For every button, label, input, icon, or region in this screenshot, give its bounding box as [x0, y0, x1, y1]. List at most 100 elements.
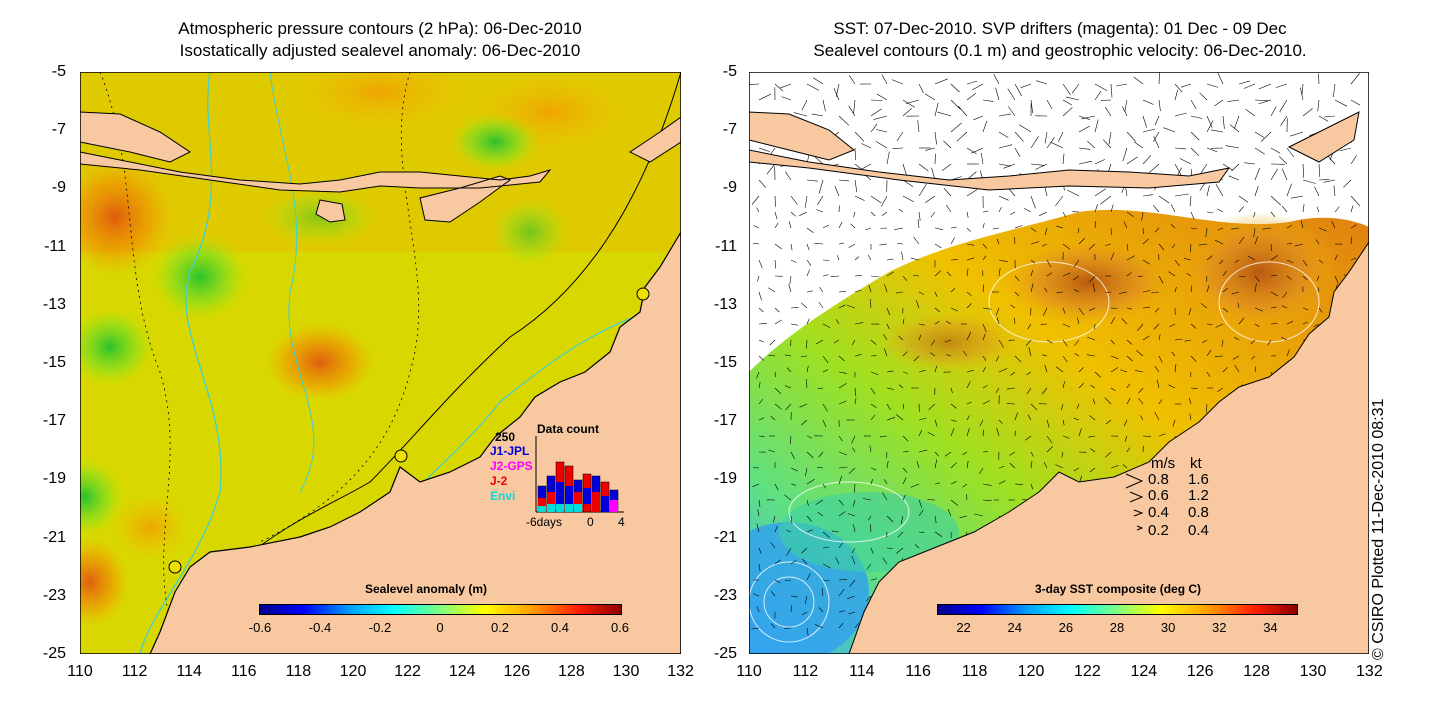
- velocity-vector: [1323, 179, 1336, 183]
- velocity-vector: [770, 590, 776, 597]
- velocity-vector: [930, 352, 936, 357]
- velocity-vector: [1254, 323, 1260, 327]
- velocity-vector: [902, 163, 908, 177]
- velocity-vector: [946, 204, 952, 213]
- velocity-vector: [806, 227, 814, 233]
- velocity-vector: [966, 460, 969, 469]
- velocity-vector: [1062, 323, 1071, 328]
- velocity-vector: [833, 87, 840, 101]
- velocity-vector: [1039, 211, 1048, 216]
- velocity-vector: [1254, 167, 1261, 181]
- velocity-vector: [1126, 156, 1138, 165]
- velocity-vector: [756, 606, 760, 613]
- velocity-vector: [1222, 115, 1225, 129]
- velocity-vector: [1174, 338, 1183, 341]
- velocity-vector: [966, 331, 972, 341]
- velocity-vector: [934, 102, 939, 117]
- velocity-vector: [849, 579, 856, 587]
- velocity-vector: [1317, 287, 1320, 293]
- velocity-vector: [1062, 355, 1068, 363]
- velocity-vector: [950, 387, 953, 394]
- velocity-vector: [1158, 399, 1163, 405]
- velocity-vector: [870, 195, 882, 204]
- velocity-vector: [835, 557, 840, 565]
- right-map: [749, 72, 1369, 654]
- velocity-vector: [1172, 419, 1176, 427]
- velocity-vector: [974, 513, 984, 517]
- velocity-vector: [1190, 227, 1197, 230]
- velocity-vector: [1089, 275, 1096, 283]
- velocity-vector: [1350, 236, 1353, 245]
- velocity-vector: [1142, 306, 1151, 309]
- velocity-vector: [1046, 435, 1053, 444]
- velocity-vector: [1243, 83, 1256, 89]
- velocity-vector: [1339, 147, 1352, 152]
- velocity-vector: [868, 285, 872, 293]
- velocity-vector: [1168, 271, 1176, 277]
- velocity-vector: [799, 211, 808, 216]
- velocity-vector: [838, 466, 848, 469]
- velocity-vector: [757, 509, 760, 517]
- velocity-vector: [817, 387, 824, 389]
- velocity-vector: [876, 93, 888, 101]
- x-axis-tick: 120: [1017, 663, 1045, 680]
- velocity-row-ms: 0.6: [1148, 487, 1169, 504]
- velocity-vector: [1254, 99, 1269, 101]
- velocity-vector: [910, 257, 920, 261]
- velocity-vector: [838, 623, 844, 629]
- velocity-vector: [868, 515, 872, 521]
- velocity-vector: [786, 367, 792, 373]
- colorbar-tick: 32: [1212, 620, 1227, 635]
- velocity-vector: [1316, 206, 1320, 213]
- velocity-vector: [1138, 387, 1144, 394]
- velocity-vector: [854, 397, 857, 405]
- velocity-vector: [1206, 147, 1218, 153]
- velocity-vector: [1215, 323, 1224, 328]
- velocity-vector: [886, 387, 895, 390]
- velocity-vector: [1120, 369, 1128, 373]
- velocity-vector: [966, 80, 978, 85]
- velocity-vector: [774, 371, 776, 378]
- velocity-vector: [995, 307, 1000, 316]
- velocity-vector: [1010, 211, 1016, 215]
- velocity-vector: [876, 141, 888, 149]
- velocity-vector: [758, 563, 761, 572]
- velocity-vector: [995, 355, 1000, 362]
- velocity-vector: [1030, 136, 1039, 149]
- velocity-vector: [1350, 195, 1361, 207]
- velocity-vector: [1010, 304, 1016, 309]
- velocity-vector: [993, 74, 1000, 85]
- velocity-vector: [784, 579, 792, 581]
- velocity-vector: [758, 499, 761, 508]
- velocity-vector: [753, 593, 760, 597]
- velocity-vector: [1019, 124, 1032, 133]
- velocity-vector: [1302, 108, 1313, 117]
- velocity-vector: [918, 369, 926, 373]
- velocity-vector: [1270, 255, 1278, 261]
- velocity-vector: [1158, 433, 1166, 437]
- colorbar-tick: 0.6: [610, 620, 630, 635]
- velocity-vector: [918, 509, 924, 517]
- velocity-vector: [1044, 227, 1048, 236]
- velocity-vector: [962, 451, 968, 456]
- velocity-vector: [1153, 131, 1160, 142]
- velocity-vector: [1350, 99, 1361, 106]
- velocity-vector: [774, 243, 782, 250]
- velocity-vector: [1247, 255, 1256, 261]
- velocity-vector: [806, 269, 810, 277]
- velocity-vector: [1254, 307, 1264, 312]
- velocity-vector: [1108, 131, 1112, 145]
- velocity-vector: [870, 211, 876, 217]
- velocity-vector: [1258, 99, 1272, 105]
- velocity-vector: [1030, 259, 1036, 264]
- velocity-vector: [1030, 483, 1033, 490]
- velocity-vector: [1174, 193, 1189, 197]
- velocity-vector: [943, 187, 952, 197]
- velocity-vector: [838, 291, 846, 293]
- velocity-vector: [898, 384, 904, 389]
- data-count-max-label: 250: [495, 430, 516, 444]
- velocity-vector: [800, 302, 808, 309]
- velocity-vector: [1171, 243, 1176, 249]
- velocity-vector: [1126, 447, 1130, 453]
- velocity-vector: [768, 287, 776, 293]
